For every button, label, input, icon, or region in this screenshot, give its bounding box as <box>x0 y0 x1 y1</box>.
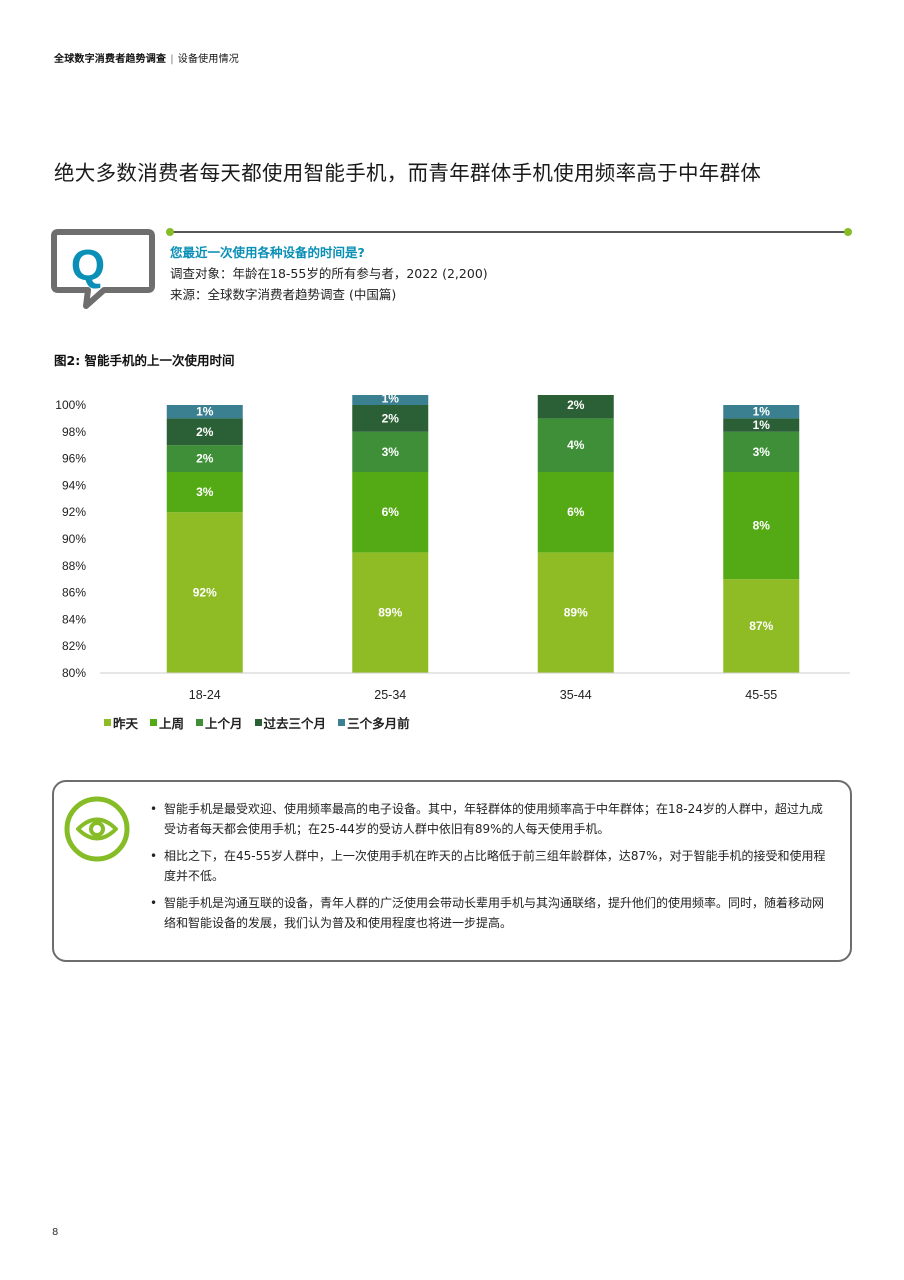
report-title: 全球数字消费者趋势调查 <box>54 54 167 65</box>
data-label: 1% <box>753 418 771 432</box>
y-tick-label: 100% <box>55 398 86 412</box>
data-label: 1% <box>382 395 400 405</box>
y-tick-label: 92% <box>62 505 86 519</box>
bar-segment <box>723 418 800 432</box>
y-tick-label: 86% <box>62 586 86 600</box>
legend-label: 上个月 <box>205 716 243 731</box>
legend-item: 昨天 <box>104 713 138 732</box>
bar-segment <box>723 472 800 580</box>
y-tick-label: 84% <box>62 612 86 626</box>
x-tick-label: 45-55 <box>745 688 777 702</box>
bar-segment <box>723 431 800 472</box>
y-tick-label: 94% <box>62 478 86 492</box>
legend-swatch <box>104 719 111 726</box>
x-tick-label: 18-24 <box>189 688 221 702</box>
page-headline: 绝大多数消费者每天都使用智能手机，而青年群体手机使用频率高于中年群体 <box>54 161 762 185</box>
legend-swatch <box>150 719 158 726</box>
legend-label: 昨天 <box>113 716 139 731</box>
data-label: 2% <box>382 411 400 425</box>
legend-label: 上周 <box>159 716 185 731</box>
stacked-bar-chart: 80% 82% 84% 86% 88% 90% 92% 94% 96% 98% 100% 92% 3% 2… <box>55 395 850 702</box>
divider-dot-left <box>166 228 174 236</box>
page-number: 8 <box>52 1227 59 1238</box>
bar-segment <box>166 405 243 419</box>
bar-segment <box>352 431 429 472</box>
header-separator: | <box>170 54 174 65</box>
bar-segment <box>352 405 429 432</box>
divider-dot-right <box>844 228 852 236</box>
bar-segment <box>352 395 429 405</box>
y-tick-label: 90% <box>62 532 86 546</box>
data-label: 3% <box>196 485 214 499</box>
insight-item: 智能手机是最受欢迎、使用频率最高的电子设备。其中，年轻群体的使用频率高于中年群体… <box>150 799 830 839</box>
bar-segment <box>166 472 243 513</box>
legend-item: 过去三个月 <box>254 713 327 732</box>
bar-segment <box>166 512 243 673</box>
eye-icon <box>64 796 130 862</box>
q-letter: Q <box>71 241 105 290</box>
bar-segment <box>166 418 243 446</box>
data-label: 3% <box>753 445 771 459</box>
legend-label: 过去三个月 <box>263 716 327 731</box>
data-label: 6% <box>567 505 585 519</box>
insight-item: 智能手机是沟通互联的设备，青年人群的广泛使用会带动长辈用手机与其沟通联络，提升他… <box>150 893 830 933</box>
survey-respondents: 调查对象：年龄在18-55岁的所有参与者，2022 (2,200) <box>170 266 488 281</box>
data-label: 1% <box>753 405 771 419</box>
data-label: 8% <box>753 519 771 533</box>
survey-source: 来源：全球数字消费者趋势调查 (中国篇) <box>170 287 397 302</box>
legend-swatch <box>338 719 346 726</box>
bar-segment <box>537 395 614 419</box>
data-label: 89% <box>378 606 402 620</box>
y-tick-label: 88% <box>62 559 86 573</box>
section-title: 设备使用情况 <box>177 54 239 65</box>
bar-segment <box>166 445 243 472</box>
legend-swatch <box>254 719 262 726</box>
data-label: 6% <box>382 505 400 519</box>
data-label: 4% <box>567 438 585 452</box>
insight-list: 智能手机是最受欢迎、使用频率最高的电子设备。其中，年轻群体的使用频率高于中年群体… <box>150 799 830 940</box>
bar-segment <box>352 552 429 673</box>
y-tick-label: 82% <box>62 639 86 653</box>
y-tick-label: 96% <box>62 452 86 466</box>
legend-item: 上周 <box>150 713 184 732</box>
data-label: 2% <box>196 425 214 439</box>
bar-segment <box>537 472 614 553</box>
data-label: 89% <box>564 606 588 620</box>
bar-segment <box>723 405 800 419</box>
question-bubble-icon: Q <box>51 229 155 309</box>
question-text-block: 您最近一次使用各种设备的时间是? 调查对象：年龄在18-55岁的所有参与者，20… <box>170 242 488 305</box>
y-tick-label: 80% <box>62 666 86 680</box>
x-tick-label: 25-34 <box>374 688 406 702</box>
legend-item: 三个多月前 <box>338 713 410 732</box>
bar-segment <box>723 579 800 673</box>
data-label: 87% <box>749 619 773 633</box>
data-label: 2% <box>567 398 585 412</box>
data-label: 92% <box>193 586 217 600</box>
bar-segment <box>352 472 429 553</box>
data-label: 1% <box>196 405 214 419</box>
insight-item: 相比之下，在45-55岁人群中，上一次使用手机在昨天的占比略低于前三组年龄群体，… <box>150 846 830 886</box>
bar-segment <box>537 552 614 673</box>
chart-legend: 昨天 上周 上个月 过去三个月 三个多月前 <box>104 713 410 732</box>
legend-swatch <box>196 719 204 726</box>
running-header: 全球数字消费者趋势调查 | 设备使用情况 <box>54 50 239 65</box>
data-label: 2% <box>196 452 214 466</box>
data-label: 3% <box>382 445 400 459</box>
legend-label: 三个多月前 <box>347 716 410 731</box>
x-tick-label: 35-44 <box>560 688 592 702</box>
figure-title: 图2: 智能手机的上一次使用时间 <box>54 353 235 368</box>
y-tick-label: 98% <box>62 425 86 439</box>
divider-line <box>170 231 848 233</box>
legend-item: 上个月 <box>196 713 243 732</box>
bar-segment <box>537 418 614 472</box>
survey-question: 您最近一次使用各种设备的时间是? <box>170 245 365 260</box>
insight-box <box>52 780 852 962</box>
